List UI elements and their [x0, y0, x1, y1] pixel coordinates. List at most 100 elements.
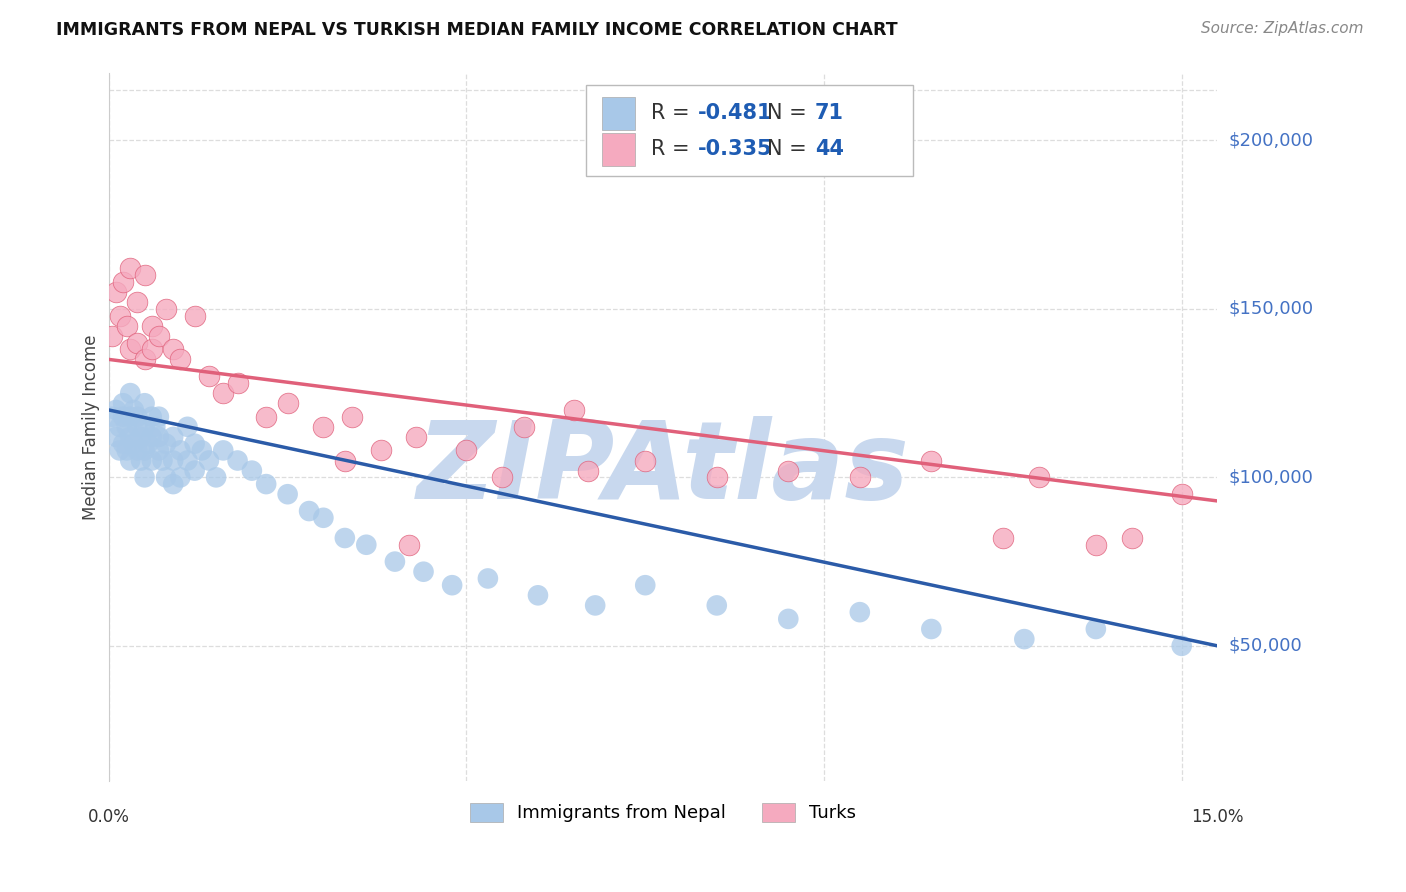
Point: [226, 453, 249, 467]
Text: $50,000: $50,000: [1229, 637, 1302, 655]
Point: [162, 453, 184, 467]
Text: -0.335: -0.335: [697, 139, 772, 160]
Point: [849, 605, 872, 619]
Point: [134, 419, 156, 434]
Point: [120, 261, 142, 276]
Point: [134, 443, 156, 458]
Point: [127, 409, 149, 424]
Point: [920, 622, 942, 636]
Text: 71: 71: [815, 103, 844, 123]
Point: [333, 453, 356, 467]
Point: [108, 443, 131, 458]
Point: [512, 419, 534, 434]
Point: [141, 409, 163, 424]
Point: [240, 464, 263, 478]
Point: [706, 470, 728, 484]
Point: [120, 409, 142, 424]
Point: [134, 470, 156, 484]
Point: [141, 430, 163, 444]
Point: [120, 453, 142, 467]
Point: [920, 453, 942, 467]
Point: [706, 599, 728, 613]
Point: [198, 369, 221, 384]
Point: [115, 443, 138, 458]
Text: N =: N =: [768, 103, 814, 123]
Point: [112, 275, 135, 289]
Point: [456, 443, 478, 458]
Point: [115, 419, 138, 434]
FancyBboxPatch shape: [585, 85, 912, 176]
Point: [155, 436, 177, 450]
Point: [127, 443, 149, 458]
Point: [277, 487, 299, 501]
Point: [198, 453, 221, 467]
Point: [398, 538, 420, 552]
Point: [477, 571, 499, 585]
Point: [370, 443, 392, 458]
Text: IMMIGRANTS FROM NEPAL VS TURKISH MEDIAN FAMILY INCOME CORRELATION CHART: IMMIGRANTS FROM NEPAL VS TURKISH MEDIAN …: [56, 21, 898, 38]
Y-axis label: Median Family Income: Median Family Income: [83, 334, 100, 519]
Text: Source: ZipAtlas.com: Source: ZipAtlas.com: [1201, 21, 1364, 36]
Point: [441, 578, 464, 592]
Text: $150,000: $150,000: [1229, 300, 1313, 318]
Point: [226, 376, 249, 390]
Point: [120, 343, 142, 357]
Point: [576, 464, 599, 478]
Point: [1084, 622, 1107, 636]
Point: [1014, 632, 1036, 646]
Text: 0.0%: 0.0%: [89, 808, 129, 826]
Point: [155, 470, 177, 484]
Text: ZIPAtlas: ZIPAtlas: [416, 417, 910, 523]
Point: [127, 295, 149, 310]
Point: [122, 403, 145, 417]
FancyBboxPatch shape: [602, 97, 636, 129]
Point: [277, 396, 299, 410]
Point: [191, 443, 214, 458]
Point: [134, 268, 156, 282]
Point: [778, 612, 800, 626]
Point: [148, 443, 170, 458]
Point: [1121, 531, 1143, 545]
Point: [134, 352, 156, 367]
Point: [312, 510, 335, 524]
Point: [405, 430, 427, 444]
Text: $100,000: $100,000: [1229, 468, 1313, 486]
Point: [412, 565, 434, 579]
Point: [112, 436, 135, 450]
Point: [108, 309, 131, 323]
Text: $200,000: $200,000: [1229, 131, 1313, 149]
Point: [108, 419, 131, 434]
Point: [141, 318, 163, 333]
Point: [333, 531, 356, 545]
Point: [340, 409, 363, 424]
Point: [298, 504, 321, 518]
Text: N =: N =: [768, 139, 814, 160]
Text: R =: R =: [651, 139, 696, 160]
Point: [148, 430, 170, 444]
Point: [162, 430, 184, 444]
Point: [384, 555, 406, 569]
Point: [176, 453, 198, 467]
Point: [312, 419, 335, 434]
Point: [212, 386, 235, 401]
Point: [562, 403, 585, 417]
Text: 44: 44: [815, 139, 844, 160]
Point: [169, 352, 191, 367]
Point: [254, 409, 277, 424]
Point: [104, 430, 127, 444]
Point: [183, 309, 205, 323]
Point: [162, 477, 184, 491]
Point: [176, 419, 198, 434]
Point: [1170, 639, 1192, 653]
Point: [356, 538, 378, 552]
Point: [205, 470, 228, 484]
Point: [141, 453, 163, 467]
Point: [101, 328, 124, 343]
Point: [1028, 470, 1050, 484]
Point: [120, 430, 142, 444]
Legend: Immigrants from Nepal, Turks: Immigrants from Nepal, Turks: [463, 796, 863, 830]
Point: [104, 285, 127, 299]
Point: [991, 531, 1014, 545]
Point: [155, 301, 177, 316]
Point: [141, 343, 163, 357]
